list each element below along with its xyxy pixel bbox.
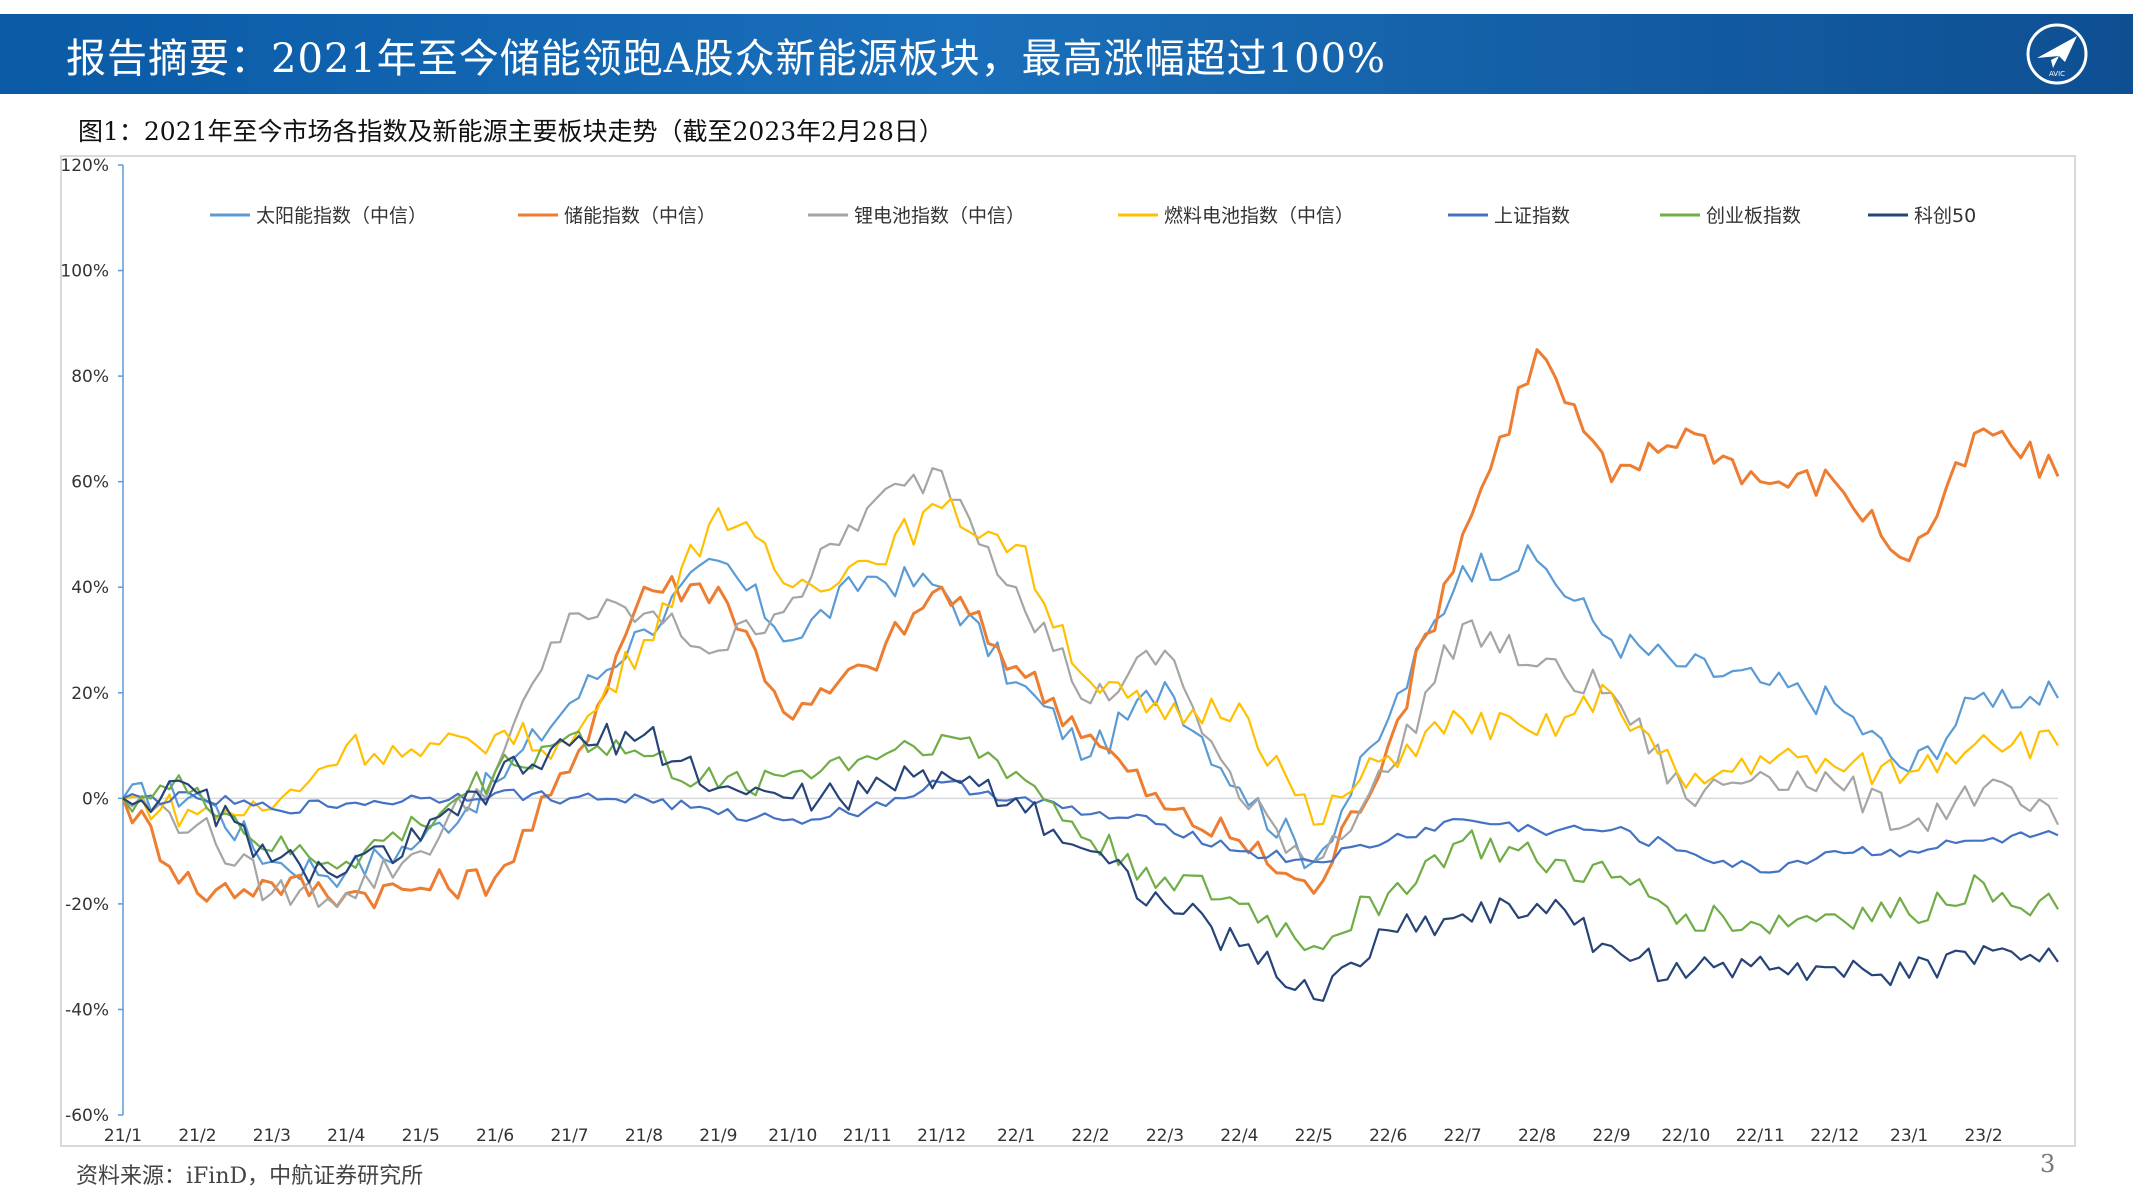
logo-text: AVIC xyxy=(2049,70,2065,78)
x-tick-label: 21/10 xyxy=(768,1126,817,1146)
x-tick-label: 22/9 xyxy=(1592,1126,1630,1146)
y-tick-label: 20% xyxy=(71,684,109,704)
y-tick-label: 80% xyxy=(71,367,109,387)
y-tick-label: 40% xyxy=(71,578,109,598)
figure-title: 图1：2021年至今市场各指数及新能源主要板块走势（截至2023年2月28日） xyxy=(78,117,944,146)
page-number: 3 xyxy=(2040,1150,2056,1178)
chart-frame xyxy=(60,155,2076,1147)
series-line-1 xyxy=(121,348,2060,910)
avic-logo-icon: AVIC xyxy=(2026,23,2088,85)
y-tick-label: -60% xyxy=(65,1106,109,1126)
page-title: 报告摘要：2021年至今储能领跑A股众新能源板块，最高涨幅超过100% xyxy=(66,36,1387,82)
legend-label: 锂电池指数（中信） xyxy=(854,205,1025,227)
x-tick-label: 23/2 xyxy=(1964,1126,2002,1146)
y-tick-label: -40% xyxy=(65,1000,109,1020)
y-tick-label: 120% xyxy=(60,156,109,176)
x-tick-label: 21/3 xyxy=(253,1126,291,1146)
x-tick-label: 23/1 xyxy=(1890,1126,1928,1146)
legend-label: 储能指数（中信） xyxy=(564,205,716,227)
x-tick-label: 22/10 xyxy=(1661,1126,1710,1146)
x-tick-label: 21/1 xyxy=(104,1126,142,1146)
x-tick-label: 21/2 xyxy=(178,1126,216,1146)
line-chart: 120% 100% 80% 60% 40% 20% 0% -20% -40% -60%21/1 21… xyxy=(60,156,2060,1146)
series-line-4 xyxy=(122,779,2059,874)
legend-label: 燃料电池指数（中信） xyxy=(1164,205,1354,227)
x-tick-label: 22/4 xyxy=(1220,1126,1258,1146)
y-tick-label: 0% xyxy=(82,789,109,809)
x-tick-label: 21/5 xyxy=(402,1126,440,1146)
x-tick-label: 22/6 xyxy=(1369,1126,1407,1146)
series-line-0 xyxy=(122,544,2059,888)
x-tick-label: 21/11 xyxy=(843,1126,892,1146)
x-tick-label: 21/4 xyxy=(327,1126,365,1146)
y-tick-label: 100% xyxy=(60,262,109,282)
x-tick-label: 22/2 xyxy=(1071,1126,1109,1146)
x-tick-label: 22/5 xyxy=(1295,1126,1333,1146)
x-tick-label: 21/6 xyxy=(476,1126,514,1146)
x-tick-label: 22/12 xyxy=(1810,1126,1859,1146)
series-line-5 xyxy=(122,730,2059,952)
y-tick-label: 60% xyxy=(71,473,109,493)
series-line-3 xyxy=(122,497,2059,828)
x-tick-label: 22/11 xyxy=(1736,1126,1785,1146)
x-tick-label: 21/8 xyxy=(625,1126,663,1146)
header-bar: 报告摘要：2021年至今储能领跑A股众新能源板块，最高涨幅超过100% AVIC xyxy=(0,14,2133,94)
x-tick-label: 21/7 xyxy=(550,1126,588,1146)
y-tick-label: -20% xyxy=(65,895,109,915)
series-line-2 xyxy=(122,467,2059,909)
series-line-6 xyxy=(122,722,2059,1002)
legend-label: 上证指数 xyxy=(1494,205,1570,227)
x-tick-label: 22/1 xyxy=(997,1126,1035,1146)
x-tick-label: 21/12 xyxy=(917,1126,966,1146)
legend-label: 创业板指数 xyxy=(1706,205,1801,227)
x-tick-label: 22/8 xyxy=(1518,1126,1556,1146)
source-note: 资料来源：iFinD，中航证券研究所 xyxy=(76,1164,424,1189)
x-tick-label: 22/3 xyxy=(1146,1126,1184,1146)
legend-label: 科创50 xyxy=(1914,205,1976,227)
x-tick-label: 21/9 xyxy=(699,1126,737,1146)
legend-label: 太阳能指数（中信） xyxy=(256,205,427,227)
x-tick-label: 22/7 xyxy=(1444,1126,1482,1146)
